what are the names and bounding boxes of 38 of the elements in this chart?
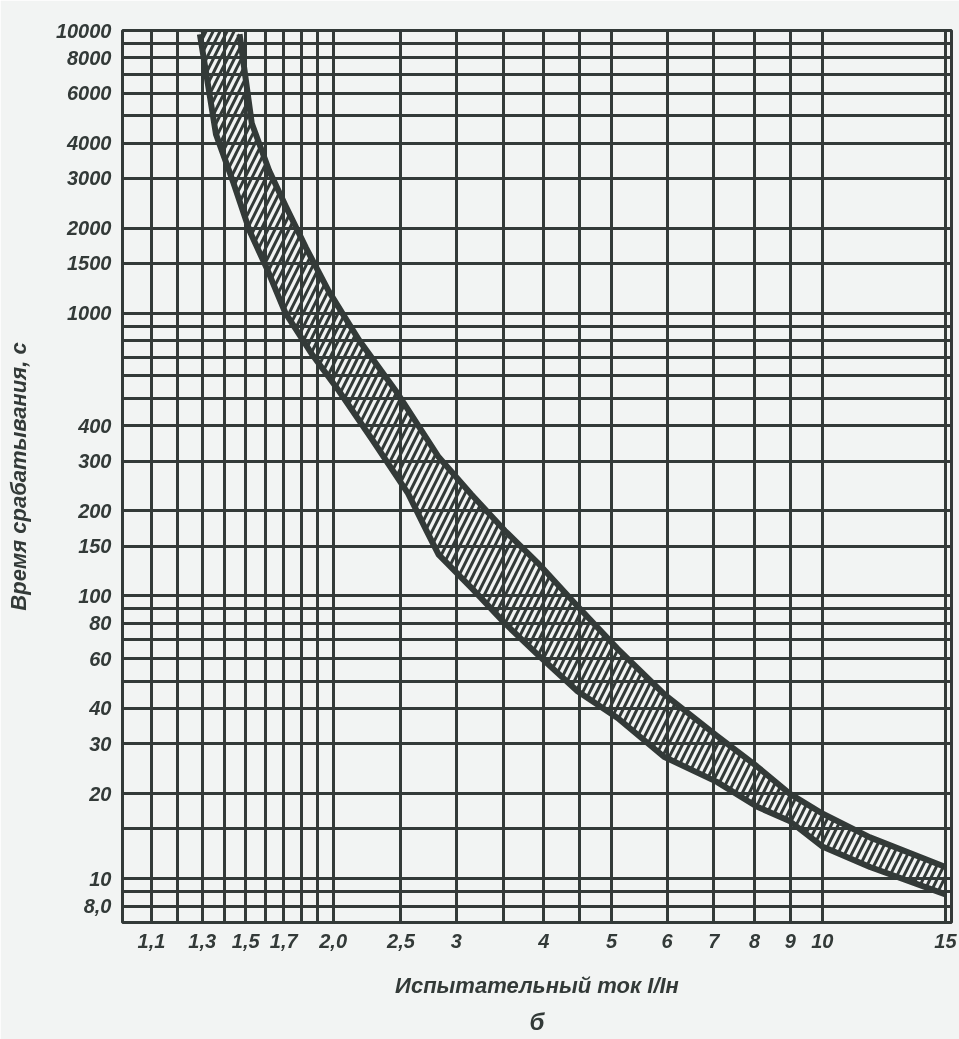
y-tick-label: 3000 bbox=[67, 167, 112, 190]
text: б bbox=[529, 1007, 546, 1035]
y-tick-label: 10000 bbox=[55, 19, 112, 42]
x-tick-label: 1,3 bbox=[188, 929, 217, 952]
y-tick-label: 300 bbox=[78, 450, 112, 473]
x-tick-label: 2,5 bbox=[386, 929, 416, 952]
x-tick-label: 10 bbox=[811, 929, 834, 952]
x-tick-label: 7 bbox=[708, 929, 721, 952]
y-tick-label: 200 bbox=[77, 499, 112, 522]
x-tick-label: 6 bbox=[661, 929, 674, 952]
y-tick-label: 2000 bbox=[66, 217, 112, 240]
y-tick-label: 1500 bbox=[67, 252, 112, 275]
x-tick-label: 1,1 bbox=[137, 929, 166, 952]
x-tick-label: 2,0 bbox=[318, 929, 348, 952]
x-tick-label: 4 bbox=[537, 929, 550, 952]
x-tick-label: 3 bbox=[450, 929, 462, 952]
y-tick-label: 8,0 bbox=[83, 895, 112, 918]
y-tick-label: 60 bbox=[89, 647, 112, 670]
y-tick-label: 30 bbox=[89, 732, 112, 755]
x-tick-label: 5 bbox=[606, 929, 619, 952]
y-tick-label: 1000 bbox=[67, 302, 112, 325]
y-tick-label: 40 bbox=[88, 697, 112, 720]
y-tick-label: 100 bbox=[78, 584, 112, 607]
y-tick-label: 400 bbox=[77, 414, 112, 437]
x-tick-label: 1,7 bbox=[269, 929, 299, 952]
y-tick-label: 10 bbox=[89, 867, 112, 890]
y-tick-label: 20 bbox=[88, 782, 112, 805]
y-tick-label: 6000 bbox=[67, 82, 112, 105]
y-tick-label: 80 bbox=[89, 612, 112, 635]
x-tick-label: 8 bbox=[748, 929, 761, 952]
y-tick-label: 8000 bbox=[67, 46, 112, 69]
y-axis-title: Время срабатывания, с bbox=[5, 342, 31, 611]
x-tick-label: 9 bbox=[784, 929, 797, 952]
x-tick-label: 1,5 bbox=[231, 929, 261, 952]
y-tick-label: 4000 bbox=[66, 132, 112, 155]
x-axis-title: Испытательный ток I/Iн bbox=[395, 972, 679, 998]
x-tick-label: 15 bbox=[934, 929, 958, 952]
y-tick-label: 150 bbox=[78, 535, 112, 558]
